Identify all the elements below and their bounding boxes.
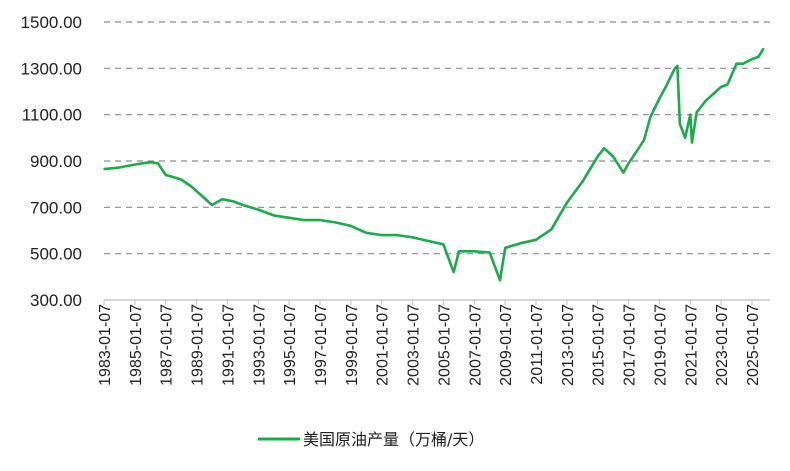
data-point [762, 47, 765, 50]
data-point [452, 271, 455, 274]
data-point [757, 56, 760, 58]
data-point [319, 219, 321, 221]
x-tick-label: 1993-01-07 [251, 304, 268, 386]
data-point [202, 196, 204, 198]
x-tick-label: 1989-01-07 [190, 304, 207, 386]
series-line [103, 47, 765, 282]
data-point [720, 86, 722, 88]
x-tick-label: 1983-01-07 [97, 304, 114, 386]
y-tick-label: 300.00 [30, 291, 82, 310]
data-point [221, 198, 224, 200]
data-point [488, 251, 491, 254]
data-point [233, 200, 235, 203]
data-point [596, 155, 599, 158]
y-tick-label: 1100.00 [22, 106, 82, 125]
data-point [742, 62, 744, 65]
data-point [665, 86, 667, 88]
x-tick-label: 2013-01-07 [560, 304, 577, 386]
x-tick-label: 2017-01-07 [622, 304, 639, 386]
data-point [164, 174, 167, 176]
x-tick-label: 2019-01-07 [652, 304, 669, 386]
data-point [535, 239, 537, 241]
data-point [735, 62, 738, 65]
x-tick-label: 1985-01-07 [128, 304, 145, 386]
x-tick-label: 2003-01-07 [406, 304, 423, 386]
x-tick-label: 1987-01-07 [159, 304, 176, 386]
data-point [499, 279, 501, 282]
data-point [103, 168, 105, 170]
data-point [334, 221, 337, 224]
data-point [674, 67, 676, 70]
data-point [726, 83, 729, 86]
x-tick-label: 2009-01-07 [498, 304, 515, 386]
y-tick-label: 700.00 [30, 198, 82, 217]
data-point [566, 201, 568, 204]
legend: 美国原油产量（万桶/天） [258, 430, 484, 449]
data-point [649, 116, 652, 118]
data-point [442, 243, 445, 246]
legend-label: 美国原油产量（万桶/天） [303, 430, 484, 449]
data-point [676, 65, 679, 67]
y-tick-label: 1300.00 [21, 59, 82, 78]
data-point [272, 214, 275, 217]
data-point [303, 219, 306, 221]
data-point [288, 217, 290, 219]
data-point [622, 171, 625, 174]
x-tick-label: 2015-01-07 [591, 304, 608, 386]
data-point [211, 204, 213, 206]
data-point [658, 97, 661, 100]
plot-area [103, 47, 765, 282]
data-point [679, 123, 681, 125]
data-point [396, 234, 398, 236]
data-point [751, 58, 753, 60]
x-tick-label: 1997-01-07 [313, 304, 330, 386]
gridlines [104, 21, 770, 255]
data-point [550, 228, 553, 231]
data-point [504, 247, 507, 249]
data-point [242, 204, 244, 206]
x-tick-label: 1991-01-07 [220, 304, 237, 386]
data-point [581, 181, 584, 183]
data-point [704, 100, 707, 102]
x-tick-label: 1995-01-07 [282, 304, 299, 386]
data-point [257, 208, 260, 211]
x-tick-label: 2005-01-07 [436, 304, 453, 386]
data-point [473, 250, 476, 253]
data-point [134, 163, 136, 166]
data-point [365, 232, 368, 234]
x-tick-label: 2025-01-07 [745, 304, 762, 386]
x-tick-label: 2007-01-07 [467, 304, 484, 386]
x-tick-label: 1999-01-07 [344, 304, 361, 386]
data-point [627, 162, 630, 165]
data-point [519, 242, 522, 244]
data-point [695, 111, 698, 114]
data-point [411, 236, 414, 239]
data-point [603, 147, 605, 150]
x-tick-label: 2021-01-07 [683, 304, 700, 386]
data-point [118, 166, 121, 169]
data-point [157, 162, 159, 165]
x-axis: 1983-01-07 1985-01-07 1987-01-07 1989-01-07… [97, 299, 770, 386]
x-tick-label: 2023-01-07 [714, 304, 731, 386]
data-point [380, 234, 383, 236]
data-point [643, 139, 645, 141]
x-tick-label: 2001-01-07 [375, 304, 392, 386]
data-point [689, 113, 692, 116]
data-point [180, 178, 182, 181]
data-point [691, 141, 693, 144]
data-point [350, 225, 352, 227]
data-point [427, 240, 429, 242]
data-point [149, 161, 152, 163]
y-axis: 300.00 500.00 700.00 900.00 1100.00 1300.00 15… [21, 13, 82, 310]
data-point [458, 250, 460, 253]
x-tick-label: 2011-01-07 [529, 304, 546, 385]
data-point [612, 155, 614, 158]
y-tick-label: 1500.00 [21, 13, 82, 32]
y-tick-label: 500.00 [30, 245, 82, 264]
data-point [684, 137, 686, 139]
data-point [190, 185, 193, 188]
y-tick-label: 900.00 [30, 152, 82, 171]
